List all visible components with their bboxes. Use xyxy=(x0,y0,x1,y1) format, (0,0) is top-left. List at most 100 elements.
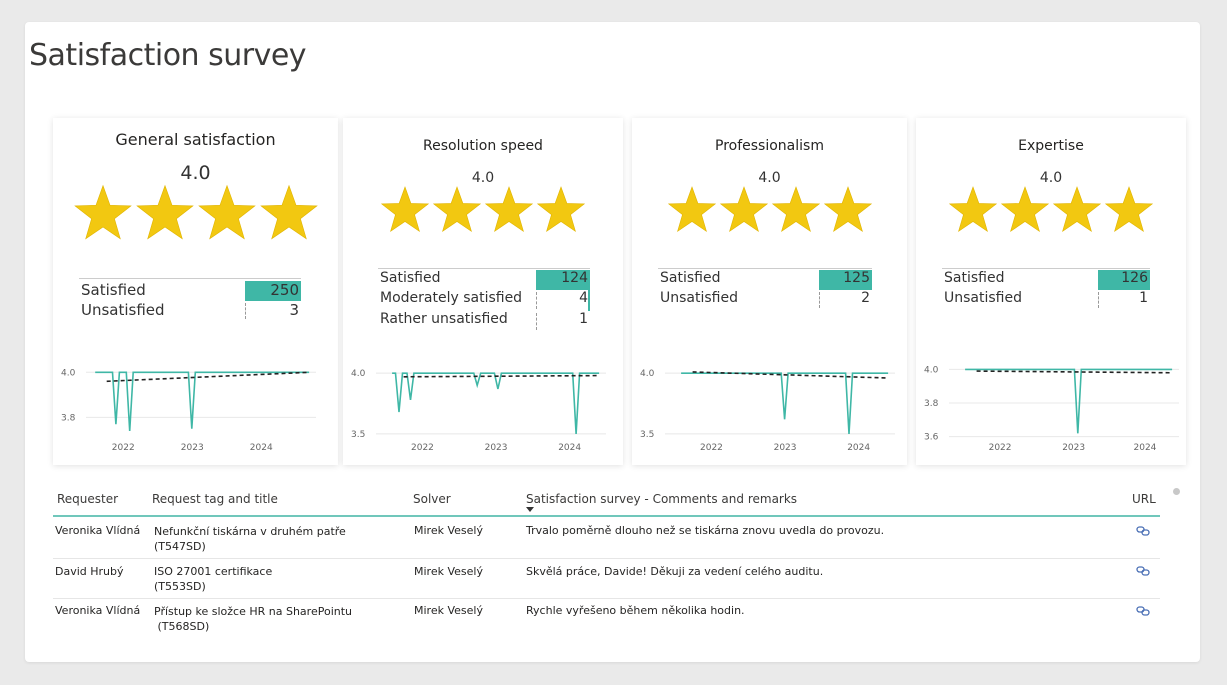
breakdown-bar xyxy=(245,281,301,301)
breakdown-row: Unsatisfied 2 xyxy=(658,290,872,310)
card-professionalism[interactable]: Professionalism 4.0 Satisfied 125 Unsati… xyxy=(632,118,907,465)
breakdown-label: Unsatisfied xyxy=(944,290,1022,306)
y-tick-label: 4.0 xyxy=(640,369,655,379)
trend-line xyxy=(965,368,1173,434)
x-tick-label: 2023 xyxy=(774,443,797,453)
breakdown-table: Satisfied 124 Moderately satisfied 4 Rat… xyxy=(378,268,590,332)
card-general-satisfaction[interactable]: General satisfaction 4.0 Satisfied 250 U… xyxy=(53,118,338,465)
trend-chart: 4.0 3.8 2022 2023 2024 xyxy=(61,368,316,453)
sort-descending-icon[interactable] xyxy=(526,507,534,512)
breakdown-row: Unsatisfied 3 xyxy=(79,301,301,321)
breakdown-value: 250 xyxy=(270,281,299,299)
cell-title-line2: (T547SD) xyxy=(154,540,206,553)
y-tick-label: 4.0 xyxy=(61,368,76,378)
star-icon xyxy=(380,186,430,233)
link-icon[interactable] xyxy=(1136,565,1150,577)
star-icon xyxy=(1104,186,1154,233)
y-tick-label: 4.0 xyxy=(351,369,366,379)
link-icon[interactable] xyxy=(1136,525,1150,537)
breakdown-bar xyxy=(1098,270,1150,290)
header-url[interactable]: URL xyxy=(1132,492,1156,506)
trend-chart: 4.0 3.5 2022 2023 2024 xyxy=(640,369,895,453)
y-tick-label: 3.5 xyxy=(351,430,365,440)
table-row[interactable]: Veronika Vlídná Nefunkční tiskárna v dru… xyxy=(53,519,1160,559)
star-icon xyxy=(948,186,998,233)
breakdown-tick xyxy=(245,303,246,319)
breakdown-row: Satisfied 250 xyxy=(79,281,301,301)
star-icon xyxy=(719,186,768,233)
breakdown-tick xyxy=(536,313,537,330)
breakdown-tick xyxy=(536,292,537,309)
trend-line xyxy=(95,371,310,432)
cell-requester: Veronika Vlídná xyxy=(55,604,141,617)
cell-requester: David Hrubý xyxy=(55,565,124,578)
breakdown-table: Satisfied 126 Unsatisfied 1 xyxy=(942,268,1150,310)
link-icon[interactable] xyxy=(1136,605,1150,617)
breakdown-row: Unsatisfied 1 xyxy=(942,290,1150,310)
rating-value: 4.0 xyxy=(471,170,495,186)
card-title: Professionalism xyxy=(715,138,824,154)
star-icon xyxy=(1000,186,1050,233)
star-icon xyxy=(259,184,318,240)
x-tick-label: 2023 xyxy=(181,443,204,453)
star-icon xyxy=(771,186,820,233)
x-tick-label: 2022 xyxy=(112,443,135,453)
star-icon xyxy=(536,186,586,233)
breakdown-row: Satisfied 124 xyxy=(378,270,590,290)
card-resolution-speed[interactable]: Resolution speed 4.0 Satisfied 124 Moder… xyxy=(343,118,623,465)
breakdown-row: Satisfied 125 xyxy=(658,270,872,290)
breakdown-label: Satisfied xyxy=(380,270,441,286)
breakdown-value: 125 xyxy=(843,270,870,286)
breakdown-value: 124 xyxy=(561,270,588,286)
star-icon xyxy=(432,186,482,233)
header-comments[interactable]: Satisfaction survey - Comments and remar… xyxy=(526,492,798,506)
trend-average-line xyxy=(692,371,889,379)
cell-requester: Veronika Vlídná xyxy=(55,524,141,537)
star-icon xyxy=(135,184,194,240)
breakdown-label: Satisfied xyxy=(944,270,1005,286)
breakdown-value: 3 xyxy=(289,301,299,319)
breakdown-row: Satisfied 126 xyxy=(942,270,1150,290)
header-requester[interactable]: Requester xyxy=(57,492,119,506)
y-tick-label: 3.8 xyxy=(924,399,939,409)
star-rating xyxy=(53,182,338,242)
x-tick-label: 2024 xyxy=(1134,443,1157,453)
star-icon xyxy=(197,184,256,240)
cell-comment: Rychle vyřešeno během několika hodin. xyxy=(526,604,745,617)
cell-title-line2: (T568SD) xyxy=(154,620,210,633)
x-tick-label: 2023 xyxy=(1062,443,1085,453)
scrollbar-thumb[interactable] xyxy=(1173,488,1180,495)
star-icon xyxy=(1052,186,1102,233)
table-row[interactable]: David Hrubý ISO 27001 certifikace (T553S… xyxy=(53,559,1160,599)
trend-average-line xyxy=(106,371,310,383)
star-rating xyxy=(632,184,907,234)
cell-comment: Trvalo poměrně dlouho než se tiskárna zn… xyxy=(526,524,885,537)
cell-title-line1: Přístup ke složce HR na SharePointu xyxy=(154,605,353,618)
breakdown-tick xyxy=(819,292,820,308)
page-title: Satisfaction survey xyxy=(29,38,307,73)
trend-average-line xyxy=(976,370,1173,374)
y-tick-label: 3.8 xyxy=(61,413,76,423)
breakdown-label: Satisfied xyxy=(660,270,721,286)
cell-title-line1: Nefunkční tiskárna v druhém patře xyxy=(154,525,346,538)
star-icon xyxy=(823,186,872,233)
trend-average-line xyxy=(403,374,600,378)
breakdown-value: 126 xyxy=(1121,270,1148,286)
table-row[interactable]: Veronika Vlídná Přístup ke složce HR na … xyxy=(53,599,1160,639)
breakdown-bar xyxy=(819,270,872,290)
header-solver[interactable]: Solver xyxy=(413,492,451,506)
breakdown-label: Rather unsatisfied xyxy=(380,311,508,327)
breakdown-value: 1 xyxy=(1139,290,1148,306)
x-tick-label: 2024 xyxy=(847,443,870,453)
card-title: Resolution speed xyxy=(423,138,543,154)
cell-solver: Mirek Veselý xyxy=(414,524,483,537)
table-header: Requester Request tag and title Solver S… xyxy=(53,483,1160,517)
rating-value: 4.0 xyxy=(758,170,781,186)
header-request-tag-title[interactable]: Request tag and title xyxy=(152,492,278,506)
star-rating xyxy=(343,184,623,234)
trend-chart: 4.0 3.8 3.6 2022 2023 2024 xyxy=(924,365,1179,453)
cell-solver: Mirek Veselý xyxy=(414,565,483,578)
card-expertise[interactable]: Expertise 4.0 Satisfied 126 Unsatisfied … xyxy=(916,118,1186,465)
star-icon xyxy=(73,184,132,240)
star-icon xyxy=(484,186,534,233)
